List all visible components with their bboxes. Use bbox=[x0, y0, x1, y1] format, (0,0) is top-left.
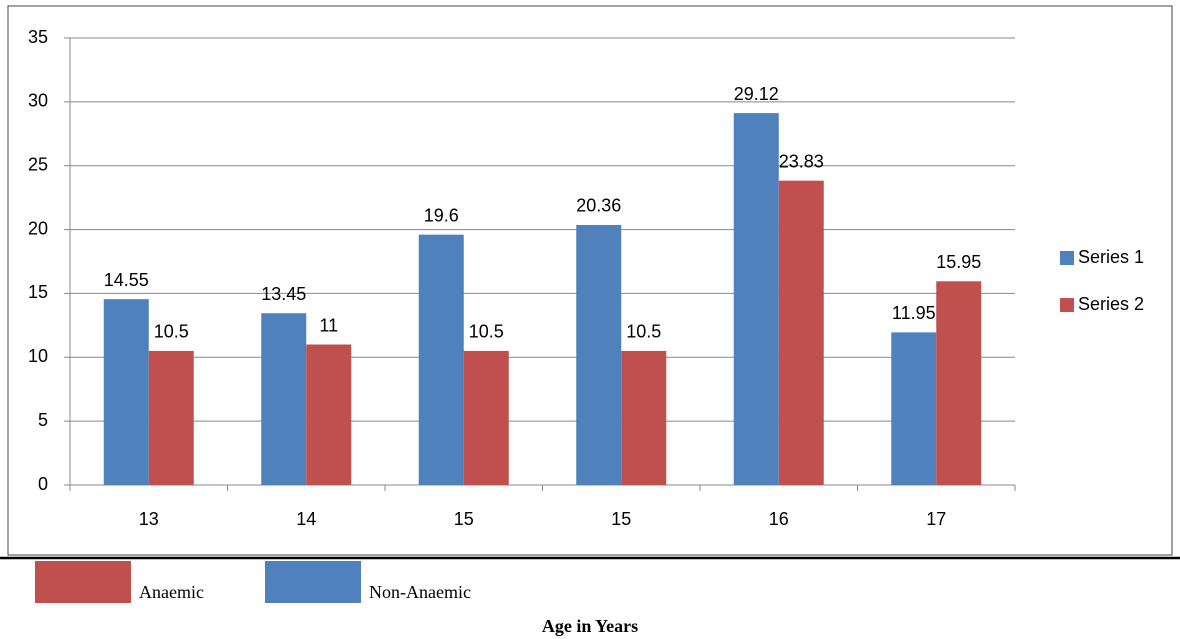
x-tick-label: 17 bbox=[926, 509, 946, 529]
bar bbox=[891, 332, 937, 485]
y-tick-label: 10 bbox=[28, 346, 48, 366]
legend-swatch bbox=[1060, 251, 1074, 265]
y-tick-label: 25 bbox=[28, 154, 48, 174]
bar bbox=[463, 350, 509, 485]
chart-frame bbox=[7, 5, 1173, 556]
bar bbox=[936, 281, 982, 485]
bar bbox=[733, 113, 779, 485]
legend-label: Series 1 bbox=[1078, 247, 1144, 267]
x-tick-label: 13 bbox=[139, 509, 159, 529]
data-label: 14.55 bbox=[104, 270, 149, 290]
x-axis-title: Age in Years bbox=[542, 616, 638, 636]
y-tick-label: 0 bbox=[38, 474, 48, 494]
bar bbox=[576, 224, 622, 486]
bar bbox=[103, 299, 149, 485]
data-label: 10.5 bbox=[626, 322, 661, 342]
footer-legend-label: Anaemic bbox=[139, 582, 204, 602]
y-tick-label: 20 bbox=[28, 218, 48, 238]
y-tick-label: 15 bbox=[28, 282, 48, 302]
bar bbox=[306, 344, 352, 485]
data-label: 11.95 bbox=[892, 303, 936, 323]
bar bbox=[261, 313, 307, 485]
footer-legend-label: Non-Anaemic bbox=[369, 582, 471, 602]
bar bbox=[148, 350, 194, 485]
footer-legend-swatch bbox=[35, 561, 131, 603]
legend-label: Series 2 bbox=[1078, 294, 1144, 314]
y-tick-label: 30 bbox=[28, 91, 48, 111]
x-tick-label: 16 bbox=[769, 509, 789, 529]
bar bbox=[778, 180, 824, 485]
data-label: 15.95 bbox=[936, 252, 981, 272]
data-label: 11 bbox=[319, 315, 338, 335]
x-tick-label: 15 bbox=[611, 509, 631, 529]
data-label: 10.5 bbox=[154, 322, 189, 342]
data-label: 13.45 bbox=[261, 284, 306, 304]
x-tick-label: 14 bbox=[296, 509, 316, 529]
y-tick-label: 5 bbox=[38, 410, 48, 430]
legend-swatch bbox=[1060, 298, 1074, 312]
data-label: 20.36 bbox=[576, 196, 621, 216]
data-label: 19.6 bbox=[424, 205, 459, 225]
footer-legend-swatch bbox=[265, 561, 361, 603]
bar bbox=[418, 234, 464, 485]
x-tick-label: 15 bbox=[454, 509, 474, 529]
bar bbox=[621, 350, 667, 485]
data-label: 10.5 bbox=[469, 322, 504, 342]
data-label: 29.12 bbox=[734, 84, 779, 104]
y-tick-label: 35 bbox=[28, 27, 48, 47]
data-label: 23.83 bbox=[779, 151, 824, 171]
